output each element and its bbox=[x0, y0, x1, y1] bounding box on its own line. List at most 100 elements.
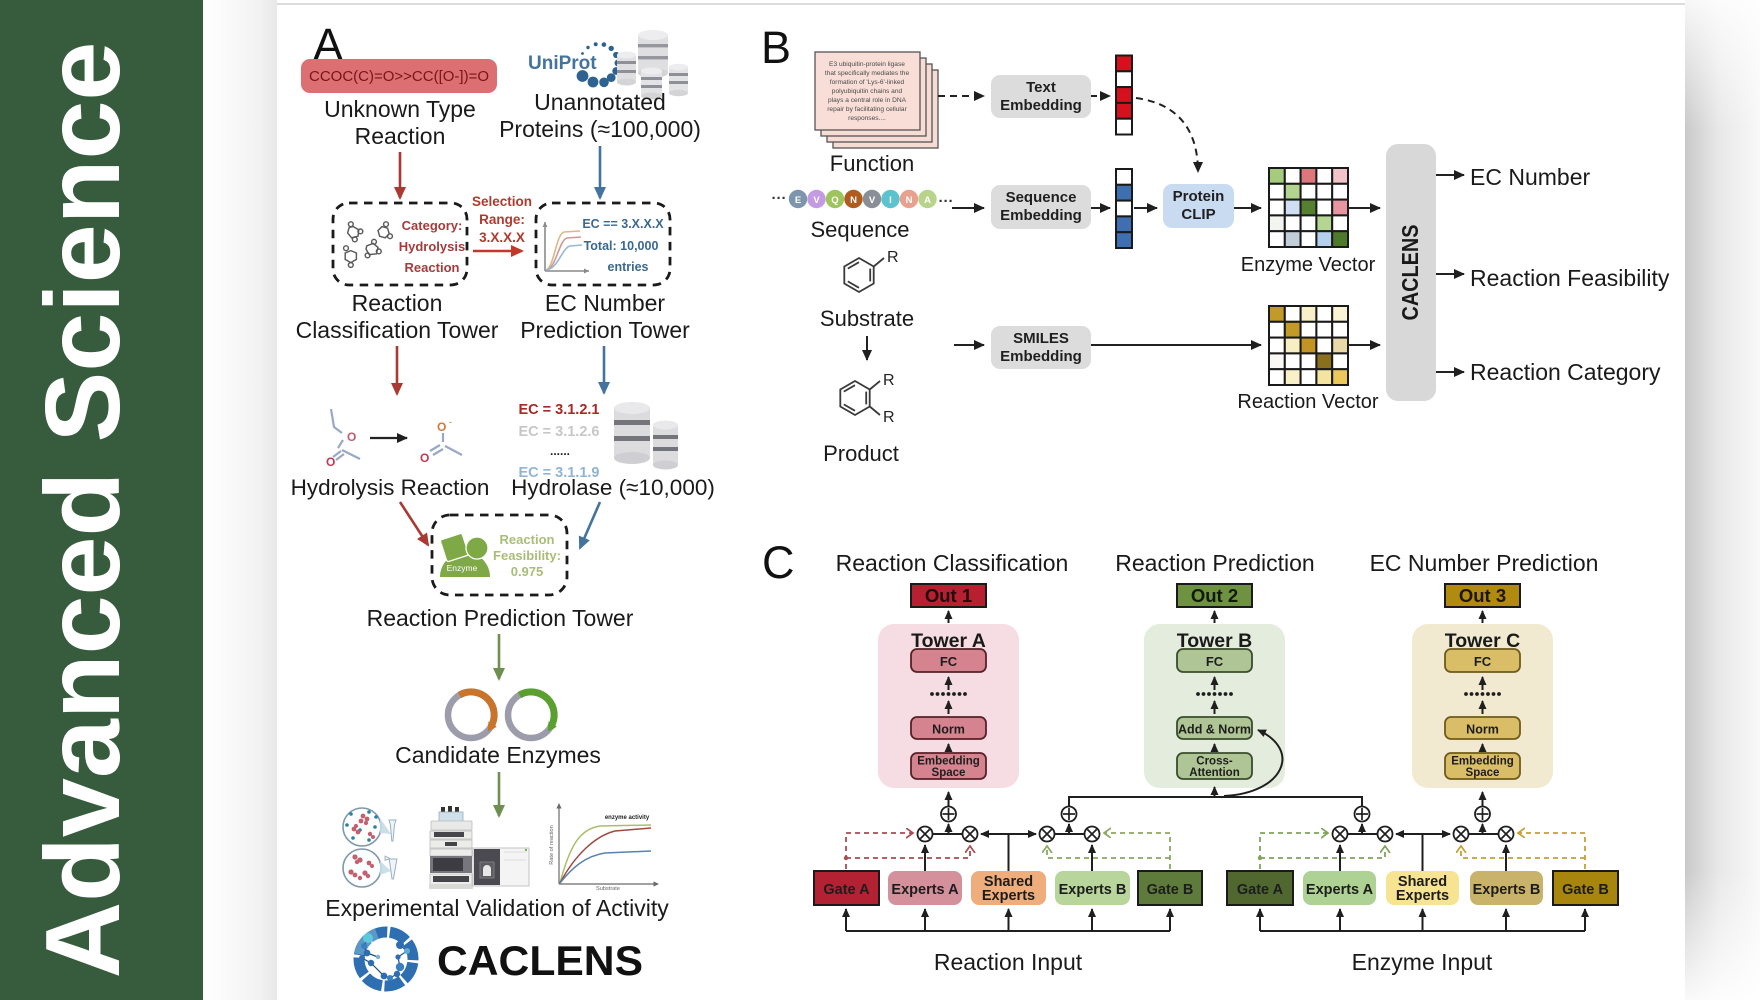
svg-text:Text: Text bbox=[1026, 79, 1056, 96]
svg-text:Attention: Attention bbox=[1189, 767, 1239, 779]
svg-text:FC: FC bbox=[940, 654, 958, 669]
svg-text:Experts: Experts bbox=[982, 888, 1035, 904]
svg-text:Reaction: Reaction bbox=[355, 123, 446, 149]
svg-text:Experts B: Experts B bbox=[1059, 882, 1127, 898]
svg-text:EC = 3.1.1.9: EC = 3.1.1.9 bbox=[518, 465, 599, 481]
svg-text:EC == 3.X.X.X: EC == 3.X.X.X bbox=[582, 217, 664, 231]
svg-text:Enzyme Input: Enzyme Input bbox=[1352, 949, 1493, 975]
svg-text:Proteins (≈100,000): Proteins (≈100,000) bbox=[499, 116, 701, 142]
svg-text:C: C bbox=[762, 537, 795, 588]
svg-text:EC Number Prediction: EC Number Prediction bbox=[1370, 550, 1599, 576]
svg-text:Function: Function bbox=[830, 151, 914, 176]
svg-text:EC Number: EC Number bbox=[545, 290, 665, 316]
svg-text:Tower B: Tower B bbox=[1177, 630, 1252, 652]
svg-text:Experts A: Experts A bbox=[891, 882, 959, 898]
svg-text:-: - bbox=[449, 417, 452, 427]
svg-text:Norm: Norm bbox=[932, 723, 965, 737]
svg-text:CACLENS: CACLENS bbox=[1397, 225, 1423, 321]
svg-text:UniProt: UniProt bbox=[528, 53, 597, 74]
svg-text:Embedding: Embedding bbox=[1000, 348, 1082, 365]
svg-text:Selection: Selection bbox=[472, 194, 532, 209]
svg-text:Reaction: Reaction bbox=[405, 260, 460, 275]
svg-text:Gate B: Gate B bbox=[1562, 882, 1609, 898]
svg-text:Rate of reaction: Rate of reaction bbox=[549, 825, 555, 865]
svg-text:SMILES: SMILES bbox=[1013, 330, 1069, 347]
svg-text:enzyme activity: enzyme activity bbox=[605, 815, 650, 821]
svg-text:A: A bbox=[924, 195, 931, 206]
svg-text:Advanced Science: Advanced Science bbox=[24, 42, 142, 979]
svg-text:Experts: Experts bbox=[1396, 888, 1449, 904]
svg-text:Reaction Classification: Reaction Classification bbox=[836, 550, 1069, 576]
svg-text:Embedding: Embedding bbox=[1451, 756, 1514, 768]
svg-text:V: V bbox=[813, 195, 820, 206]
svg-text:Feasibility:: Feasibility: bbox=[493, 548, 561, 563]
svg-text:Reaction: Reaction bbox=[352, 290, 443, 316]
svg-text:Sequence: Sequence bbox=[810, 217, 909, 242]
svg-text:Out 3: Out 3 bbox=[1459, 585, 1506, 606]
svg-text:R: R bbox=[883, 372, 895, 389]
svg-text:O: O bbox=[347, 430, 356, 444]
svg-text:Reaction Vector: Reaction Vector bbox=[1237, 391, 1379, 413]
svg-text:formation of 'Lys-6'-linked: formation of 'Lys-6'-linked bbox=[830, 79, 905, 86]
svg-text:Reaction Prediction Tower: Reaction Prediction Tower bbox=[367, 605, 634, 631]
svg-text:3.X.X.X: 3.X.X.X bbox=[479, 230, 525, 245]
svg-text:Substrate: Substrate bbox=[596, 886, 620, 892]
svg-text:V: V bbox=[869, 195, 876, 206]
svg-text:···: ··· bbox=[772, 190, 787, 207]
svg-text:O: O bbox=[420, 451, 429, 465]
svg-text:Experts B: Experts B bbox=[1473, 882, 1541, 898]
svg-text:CACLENS: CACLENS bbox=[437, 937, 643, 984]
svg-text:Sequence: Sequence bbox=[1006, 189, 1077, 206]
svg-text:Tower C: Tower C bbox=[1445, 630, 1520, 652]
svg-text:Classification Tower: Classification Tower bbox=[296, 317, 499, 343]
svg-text:E3 ubiquitin-protein ligase: E3 ubiquitin-protein ligase bbox=[829, 61, 905, 68]
svg-text:Reaction Feasibility: Reaction Feasibility bbox=[1470, 265, 1670, 291]
svg-text:polyubiquitin chains and: polyubiquitin chains and bbox=[832, 88, 903, 95]
svg-text:Gate A: Gate A bbox=[1237, 882, 1284, 898]
svg-text:Space: Space bbox=[932, 767, 966, 779]
svg-text:that specifically mediates the: that specifically mediates the bbox=[825, 70, 910, 77]
svg-text:responses....: responses.... bbox=[848, 115, 886, 122]
svg-text:R: R bbox=[887, 249, 899, 266]
svg-text:EC = 3.1.2.6: EC = 3.1.2.6 bbox=[518, 424, 599, 440]
svg-text:entries: entries bbox=[608, 260, 649, 274]
svg-text:EC = 3.1.2.1: EC = 3.1.2.1 bbox=[518, 402, 599, 418]
svg-text:Protein: Protein bbox=[1173, 188, 1225, 205]
svg-text:Embedding: Embedding bbox=[1000, 207, 1082, 224]
svg-text:Reaction Category: Reaction Category bbox=[1470, 359, 1661, 385]
svg-text:Total: 10,000: Total: 10,000 bbox=[584, 239, 659, 253]
svg-text:Gate B: Gate B bbox=[1147, 882, 1194, 898]
svg-text:Enzyme Vector: Enzyme Vector bbox=[1241, 254, 1376, 276]
svg-text:Reaction Prediction: Reaction Prediction bbox=[1115, 550, 1314, 576]
svg-text:CLIP: CLIP bbox=[1181, 206, 1215, 223]
svg-text:Reaction Input: Reaction Input bbox=[934, 949, 1083, 975]
svg-text:Experimental Validation of Act: Experimental Validation of Activity bbox=[325, 895, 669, 921]
svg-text:Prediction Tower: Prediction Tower bbox=[520, 317, 690, 343]
svg-text:CCOC(C)=O>>CC([O-])=O: CCOC(C)=O>>CC([O-])=O bbox=[309, 68, 489, 85]
svg-text:O: O bbox=[326, 455, 335, 469]
svg-text:repair by facilitating cellula: repair by facilitating cellular bbox=[827, 106, 907, 113]
svg-text:FC: FC bbox=[1474, 654, 1492, 669]
svg-text:Product: Product bbox=[823, 441, 899, 466]
svg-text:Substrate: Substrate bbox=[820, 306, 914, 331]
svg-text:B: B bbox=[761, 22, 791, 73]
svg-text:Cross-: Cross- bbox=[1196, 756, 1233, 768]
svg-text:Unknown Type: Unknown Type bbox=[324, 96, 476, 122]
svg-text:Unannotated: Unannotated bbox=[534, 89, 666, 115]
svg-text:Hydrolysis: Hydrolysis bbox=[399, 239, 465, 254]
svg-text:Out 2: Out 2 bbox=[1191, 585, 1238, 606]
svg-text:Reaction: Reaction bbox=[500, 532, 555, 547]
svg-text:Norm: Norm bbox=[1466, 723, 1499, 737]
svg-text:N: N bbox=[906, 195, 913, 206]
svg-text:Category:: Category: bbox=[402, 218, 463, 233]
svg-text:Add & Norm: Add & Norm bbox=[1178, 723, 1251, 737]
svg-text:N: N bbox=[850, 195, 857, 206]
svg-text:EC Number: EC Number bbox=[1470, 164, 1590, 190]
svg-text:Embedding: Embedding bbox=[917, 756, 980, 768]
svg-text:Tower A: Tower A bbox=[911, 630, 986, 652]
svg-text:Hydrolysis Reaction: Hydrolysis Reaction bbox=[291, 475, 490, 500]
svg-text:plays a central role in DNA: plays a central role in DNA bbox=[828, 97, 907, 104]
svg-text:R: R bbox=[883, 409, 895, 426]
svg-text:Space: Space bbox=[1466, 767, 1500, 779]
svg-text:Gate A: Gate A bbox=[823, 882, 870, 898]
